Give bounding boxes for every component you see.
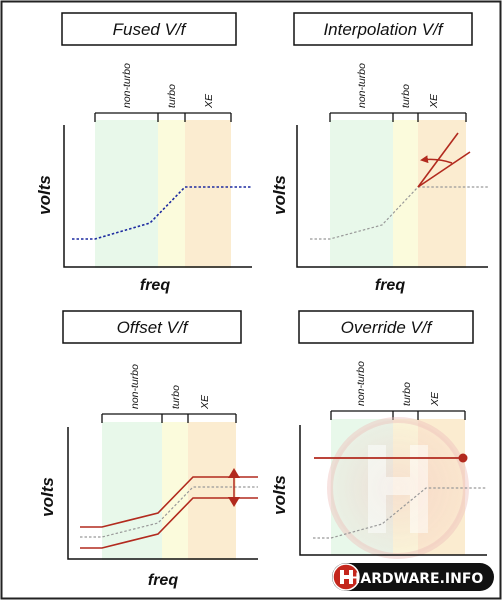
panel-interpolation: Interpolation V/f non-turbo turbo XE vol… — [270, 12, 488, 294]
panel-title: Fused V/f — [113, 20, 188, 39]
watermark-brand: HARDWARE.INFO — [349, 571, 484, 587]
zone-label-turbo: turbo — [401, 382, 413, 406]
panel-title-box — [293, 12, 473, 46]
override-point — [458, 453, 468, 463]
axes — [299, 425, 487, 556]
panel-title: Override V/f — [341, 318, 434, 337]
zone-xe-area — [185, 120, 231, 268]
offset-double-arrow-icon — [228, 468, 240, 507]
panel-title: Offset V/f — [117, 318, 190, 337]
zone-label-non-turbo: non-turbo — [356, 63, 368, 108]
zone-turbo-area — [162, 422, 188, 560]
hardware-info-logo: HARDWARE.INFO — [332, 563, 494, 591]
panel-title-box — [62, 310, 242, 344]
axes — [67, 427, 258, 560]
axes — [296, 125, 488, 268]
zone-turbo-area — [158, 120, 185, 268]
panel-title-box — [298, 310, 474, 344]
zone-non-turbo-area — [95, 120, 158, 268]
zone-turbo-area — [393, 120, 418, 268]
panel-offset: Offset V/f non-turbo turbo XE volts freq — [38, 310, 258, 589]
x-axis-label: freq — [140, 277, 170, 294]
fused-vf-curve — [72, 186, 252, 240]
y-axis-label: volts — [38, 477, 57, 517]
interpolation-line-shallow — [417, 151, 471, 188]
zone-xe-area — [188, 422, 236, 560]
adjust-arrow-icon — [420, 155, 453, 164]
zone-label-turbo: turbo — [170, 385, 182, 409]
panel-override: Override V/f non-turbo turbo XE volts — [270, 310, 487, 559]
y-axis-label: volts — [35, 175, 54, 215]
panel-fused: Fused V/f non-turbo turbo XE volts freq — [35, 12, 252, 294]
reference-curve — [80, 486, 258, 538]
x-axis-label: freq — [375, 277, 405, 294]
zone-label-xe: XE — [429, 391, 441, 407]
zone-label-xe: XE — [199, 394, 211, 410]
zone-label-xe: XE — [428, 93, 440, 109]
zone-bracket — [330, 410, 466, 420]
zone-non-turbo-area — [330, 120, 393, 268]
hardware-info-watermark-icon — [327, 417, 469, 559]
zone-bracket — [101, 413, 237, 423]
offset-curve-lower — [80, 497, 258, 549]
panel-title: Interpolation V/f — [323, 20, 444, 39]
zone-label-turbo: turbo — [166, 84, 178, 108]
zone-non-turbo-area — [102, 422, 162, 560]
zone-xe-area — [418, 120, 466, 268]
h-logo-icon — [340, 570, 353, 584]
reference-curve — [310, 186, 488, 240]
x-axis-label: freq — [148, 572, 178, 589]
y-axis-label: volts — [270, 175, 289, 215]
zone-label-xe: XE — [203, 93, 215, 109]
zone-label-turbo: turbo — [400, 84, 412, 108]
panel-title-box — [61, 12, 237, 46]
zone-bracket — [329, 112, 467, 122]
axes — [63, 125, 252, 268]
zone-label-non-turbo: non-turbo — [129, 364, 141, 409]
zone-label-non-turbo: non-turbo — [355, 361, 367, 406]
zone-bracket — [94, 112, 232, 122]
y-axis-label: volts — [270, 475, 289, 515]
zone-label-non-turbo: non-turbo — [121, 63, 133, 108]
offset-curve-upper — [80, 476, 258, 528]
